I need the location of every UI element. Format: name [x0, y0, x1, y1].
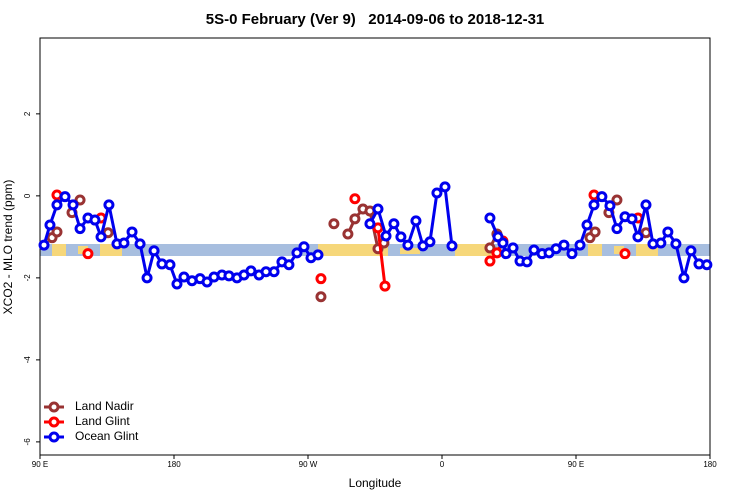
- point: [500, 248, 512, 260]
- point: [701, 259, 713, 271]
- point: [44, 219, 56, 231]
- point: [596, 191, 608, 203]
- point: [372, 203, 384, 215]
- point: [59, 191, 71, 203]
- point: [372, 222, 384, 234]
- point: [283, 259, 295, 271]
- y-tick-label: -6: [23, 438, 32, 446]
- x-tick-label: 0: [440, 460, 445, 469]
- point: [521, 256, 533, 268]
- point: [126, 226, 138, 238]
- point: [380, 230, 392, 242]
- y-tick-label: 2: [23, 111, 32, 116]
- point: [497, 237, 509, 249]
- x-tick-label: 180: [703, 460, 717, 469]
- legend-marker: [48, 401, 60, 413]
- point: [431, 187, 443, 199]
- point: [640, 199, 652, 211]
- x-tick-label: 90 W: [299, 460, 318, 469]
- x-axis-label: Longitude: [349, 476, 402, 490]
- point: [424, 236, 436, 248]
- point: [201, 276, 213, 288]
- point: [558, 239, 570, 251]
- point: [619, 248, 631, 260]
- point: [507, 242, 519, 254]
- point: [328, 218, 340, 230]
- point: [581, 219, 593, 231]
- point: [298, 241, 310, 253]
- point: [446, 240, 458, 252]
- point: [349, 213, 361, 225]
- point: [685, 245, 697, 257]
- point: [678, 272, 690, 284]
- point: [410, 215, 422, 227]
- point: [74, 194, 86, 206]
- point: [291, 247, 303, 259]
- point: [268, 266, 280, 278]
- point: [388, 218, 400, 230]
- legend-marker: [48, 416, 60, 428]
- point: [402, 239, 414, 251]
- point: [566, 248, 578, 260]
- point: [315, 273, 327, 285]
- x-tick-label: 90 E: [32, 460, 48, 469]
- point: [364, 218, 376, 230]
- point: [589, 226, 601, 238]
- y-tick-label: -2: [23, 274, 32, 282]
- point: [611, 223, 623, 235]
- point: [51, 226, 63, 238]
- point: [662, 226, 674, 238]
- point: [611, 194, 623, 206]
- point: [626, 213, 638, 225]
- point: [484, 255, 496, 267]
- point: [342, 228, 354, 240]
- x-tick-label: 180: [167, 460, 181, 469]
- legend-label: Ocean Glint: [75, 429, 139, 443]
- point: [171, 278, 183, 290]
- point: [484, 242, 496, 254]
- point: [349, 193, 361, 205]
- point: [245, 265, 257, 277]
- legend-label: Land Nadir: [75, 399, 134, 413]
- point: [95, 231, 107, 243]
- point: [67, 199, 79, 211]
- legend-label: Land Glint: [75, 414, 130, 428]
- point: [38, 239, 50, 251]
- y-tick-label: -4: [23, 356, 32, 364]
- point: [103, 199, 115, 211]
- point: [379, 280, 391, 292]
- chart-title: 5S-0 February (Ver 9) 2014-09-06 to 2018…: [206, 11, 545, 28]
- point: [491, 247, 503, 259]
- point: [395, 231, 407, 243]
- point: [604, 200, 616, 212]
- x-tick-label: 90 E: [568, 460, 584, 469]
- point: [670, 238, 682, 250]
- point: [74, 223, 86, 235]
- point: [315, 291, 327, 303]
- point: [588, 199, 600, 211]
- point: [164, 259, 176, 271]
- point: [82, 248, 94, 260]
- y-axis-label: XCO2 - MLO trend (ppm): [1, 180, 15, 315]
- point: [655, 237, 667, 249]
- point: [89, 214, 101, 226]
- point: [141, 272, 153, 284]
- point: [148, 245, 160, 257]
- legend-marker: [48, 431, 60, 443]
- point: [312, 249, 324, 261]
- point: [632, 231, 644, 243]
- y-tick-label: 0: [23, 193, 32, 198]
- point: [118, 237, 130, 249]
- point: [574, 239, 586, 251]
- point: [439, 181, 451, 193]
- point: [484, 212, 496, 224]
- point: [134, 238, 146, 250]
- point: [51, 199, 63, 211]
